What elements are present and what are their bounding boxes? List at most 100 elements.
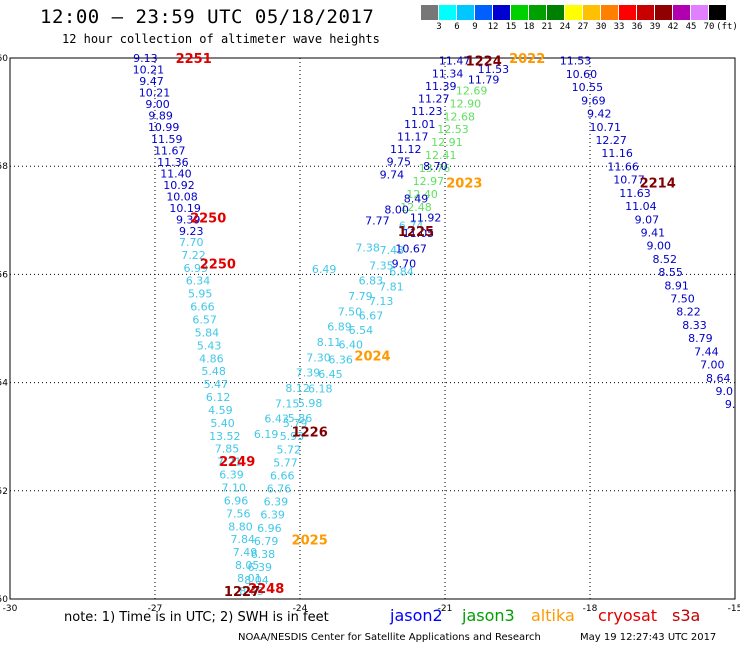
colorbar-label: 12 bbox=[487, 22, 499, 32]
wave-height-value: 12.90 bbox=[450, 97, 482, 110]
wave-height-value: 9.42 bbox=[587, 108, 612, 121]
colorbar-swatch bbox=[421, 5, 438, 20]
wave-height-value: 12.27 bbox=[595, 134, 627, 147]
wave-height-value: 8.05 bbox=[235, 559, 260, 572]
y-tick-label: 60 bbox=[0, 54, 8, 64]
wave-height-value: 7.22 bbox=[181, 249, 206, 262]
wave-height-value: 7.39 bbox=[296, 367, 321, 380]
colorbar-label: 33 bbox=[613, 22, 625, 32]
wave-height-value: 9.74 bbox=[380, 168, 405, 181]
wave-height-value: 11.67 bbox=[154, 144, 186, 157]
wave-height-value: 5.93 bbox=[280, 430, 305, 443]
wave-height-value: 8.55 bbox=[658, 266, 683, 279]
wave-height-value: 6.34 bbox=[186, 275, 211, 288]
wave-height-value: 11.27 bbox=[418, 93, 450, 106]
wave-height-value: 11.59 bbox=[151, 133, 183, 146]
wave-height-value: 8.49 bbox=[404, 193, 429, 206]
wave-height-value: 11.12 bbox=[390, 143, 422, 156]
wave-height-value: 7.13 bbox=[369, 295, 394, 308]
wave-height-value: 12.41 bbox=[425, 149, 457, 162]
wave-height-value: 8.00 bbox=[384, 203, 409, 216]
pass-time-label: 1224 bbox=[466, 55, 502, 70]
colorbar-label: 36 bbox=[631, 22, 643, 32]
wave-height-value: 6.40 bbox=[339, 339, 364, 352]
wave-height-value: 5.95 bbox=[188, 288, 213, 301]
wave-height-value: 11.39 bbox=[425, 80, 457, 93]
wave-height-value: 12.48 bbox=[400, 201, 432, 214]
wave-height-value: 10.99 bbox=[148, 121, 180, 134]
colorbar-swatch bbox=[439, 5, 456, 20]
pass-time-label: 2250 bbox=[200, 258, 236, 273]
wave-height-value: 9.41 bbox=[641, 226, 666, 239]
wave-height-value: 8.01 bbox=[237, 572, 262, 585]
wave-height-value: 6.99 bbox=[183, 262, 208, 275]
colorbar-swatch bbox=[565, 5, 582, 20]
wave-height-value: 7.30 bbox=[306, 351, 331, 364]
colorbar-swatch bbox=[493, 5, 510, 20]
wave-height-value: 8.65 bbox=[239, 585, 264, 598]
wave-height-value: 10.92 bbox=[163, 179, 195, 192]
wave-height-value: 5.79 bbox=[283, 417, 308, 430]
wave-height-value: 8.12 bbox=[285, 382, 310, 395]
wave-height-value: 10.21 bbox=[133, 64, 165, 77]
pass-time-label: 1227 bbox=[224, 585, 260, 600]
wave-height-value: 7.43 bbox=[380, 244, 405, 257]
wave-height-value: 6.39 bbox=[219, 469, 244, 482]
satellite-legend-altika: altika bbox=[531, 606, 575, 625]
pass-time-label: 2214 bbox=[640, 176, 676, 191]
colorbar-label: 39 bbox=[649, 22, 661, 32]
wave-height-value: 6.38 bbox=[251, 548, 276, 561]
colorbar-swatch bbox=[691, 5, 708, 20]
wave-height-value: 7.38 bbox=[355, 241, 380, 254]
footer-note: note: 1) Time is in UTC; 2) SWH is in fe… bbox=[64, 610, 329, 625]
wave-height-value: 6.54 bbox=[349, 324, 374, 337]
colorbar-label: 27 bbox=[577, 22, 589, 32]
colorbar-label: 3 bbox=[436, 22, 442, 32]
wave-height-value: 8.70 bbox=[423, 160, 448, 173]
colorbar-swatch bbox=[619, 5, 636, 20]
x-tick-label: -27 bbox=[148, 604, 163, 614]
y-tick-label: 56 bbox=[0, 270, 8, 280]
colorbar-swatch bbox=[601, 5, 618, 20]
wave-height-value: 12.69 bbox=[456, 84, 488, 97]
page-subtitle: 12 hour collection of altimeter wave hei… bbox=[62, 32, 380, 46]
wave-height-value: 9.07 bbox=[635, 213, 660, 226]
wave-height-value: 10.55 bbox=[572, 81, 604, 94]
colorbar-swatch bbox=[583, 5, 600, 20]
colorbar-label: 42 bbox=[667, 22, 679, 32]
colorbar-label: 21 bbox=[541, 22, 553, 32]
wave-height-value: 7.70 bbox=[179, 236, 204, 249]
colorbar-swatch bbox=[709, 5, 726, 20]
wave-height-value: 12.68 bbox=[443, 110, 475, 123]
pass-time-label: 2025 bbox=[292, 533, 328, 548]
wave-height-value: 11.66 bbox=[607, 160, 639, 173]
wave-height-value: 11.79 bbox=[468, 74, 500, 87]
colorbar-label: 45 bbox=[685, 22, 697, 32]
wave-height-value: 9.75 bbox=[387, 156, 412, 169]
wave-height-value: 12.53 bbox=[437, 123, 469, 136]
wave-height-value: 9. bbox=[725, 398, 736, 411]
wave-height-value: 11.16 bbox=[601, 147, 633, 160]
wave-height-value: 7.44 bbox=[694, 345, 719, 358]
wave-height-value: 9.70 bbox=[392, 258, 417, 271]
x-tick-label: -24 bbox=[293, 604, 308, 614]
wave-height-value: 11.34 bbox=[432, 67, 464, 80]
wave-height-value: 11.47 bbox=[439, 55, 471, 68]
wave-height-value: 6.67 bbox=[359, 310, 384, 323]
wave-height-value: 7.77 bbox=[365, 214, 390, 227]
satellite-legend-s3a: s3a bbox=[672, 606, 701, 625]
wave-height-value: 6.83 bbox=[359, 275, 384, 288]
wave-height-value: 10.21 bbox=[139, 87, 171, 100]
wave-height-value: 7.15 bbox=[275, 397, 300, 410]
wave-height-value: 10.77 bbox=[613, 174, 645, 187]
wave-height-value: 5.47 bbox=[204, 378, 229, 391]
wave-height-value: 9.13 bbox=[133, 52, 158, 65]
wave-height-value: 6.18 bbox=[308, 383, 333, 396]
colorbar-label: 30 bbox=[595, 22, 607, 32]
wave-height-value: 7.56 bbox=[226, 507, 251, 520]
wave-height-value: 6.74 bbox=[399, 220, 424, 233]
wave-height-value: 10.19 bbox=[169, 202, 201, 215]
colorbar-swatch bbox=[529, 5, 546, 20]
wave-height-value: 8.04 bbox=[244, 574, 269, 587]
